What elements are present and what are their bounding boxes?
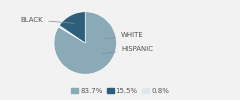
Legend: 83.7%, 15.5%, 0.8%: 83.7%, 15.5%, 0.8% (68, 85, 172, 96)
Text: HISPANIC: HISPANIC (102, 46, 153, 54)
Text: WHITE: WHITE (105, 32, 144, 39)
Wedge shape (59, 26, 85, 43)
Wedge shape (59, 12, 85, 43)
Text: BLACK: BLACK (20, 17, 75, 23)
Wedge shape (54, 12, 116, 74)
